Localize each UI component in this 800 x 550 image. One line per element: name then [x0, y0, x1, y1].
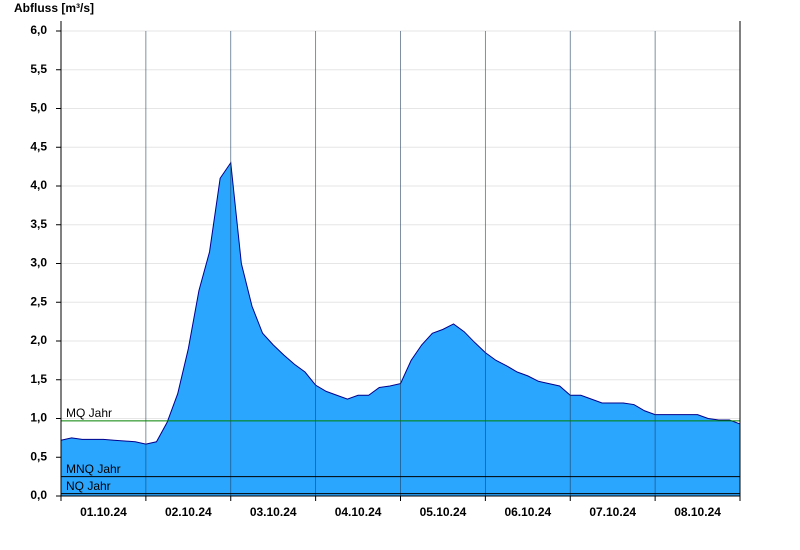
y-tick-label: 1,0 [30, 411, 47, 425]
x-tick-label: 07.10.24 [589, 505, 636, 519]
y-tick-label: 4,5 [30, 139, 47, 153]
y-tick-label: 6,0 [30, 23, 47, 37]
y-tick-label: 0,5 [30, 449, 47, 463]
y-tick-label: 2,5 [30, 294, 47, 308]
x-tick-label: 02.10.24 [165, 505, 212, 519]
y-tick-label: 5,0 [30, 101, 47, 115]
y-axis-title: Abfluss [m³/s] [14, 1, 94, 15]
x-tick-label: 05.10.24 [420, 505, 467, 519]
y-tick-label: 1,5 [30, 372, 47, 386]
x-tick-label: 01.10.24 [80, 505, 127, 519]
reference-label: NQ Jahr [66, 479, 111, 493]
x-tick-label: 08.10.24 [674, 505, 721, 519]
y-tick-label: 2,0 [30, 333, 47, 347]
reference-label: MQ Jahr [66, 406, 112, 420]
reference-label: MNQ Jahr [66, 462, 121, 476]
y-tick-label: 3,0 [30, 256, 47, 270]
x-tick-label: 06.10.24 [504, 505, 551, 519]
x-tick-label: 03.10.24 [250, 505, 297, 519]
y-tick-label: 3,5 [30, 217, 47, 231]
y-tick-label: 0,0 [30, 488, 47, 502]
y-tick-label: 5,5 [30, 62, 47, 76]
x-tick-label: 04.10.24 [335, 505, 382, 519]
y-tick-label: 4,0 [30, 178, 47, 192]
